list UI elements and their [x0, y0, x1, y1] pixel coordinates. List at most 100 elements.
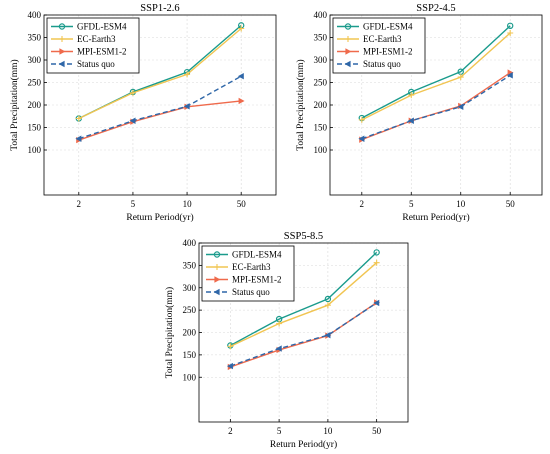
data-point — [227, 343, 234, 350]
legend-marker — [344, 23, 352, 30]
data-point — [358, 116, 365, 123]
series-line — [230, 301, 378, 368]
data-point — [407, 117, 414, 124]
legend-entry: EC-Earth3 — [232, 262, 271, 272]
legend-entry: Status quo — [232, 287, 270, 297]
data-point — [373, 249, 380, 256]
series-line — [230, 262, 378, 348]
y-tick-label: 300 — [28, 55, 42, 65]
x-axis-label: Return Period(yr) — [270, 439, 337, 450]
legend-marker — [214, 264, 220, 270]
series-ec-earth3 — [227, 259, 380, 350]
data-point — [507, 30, 514, 36]
data-point — [373, 299, 380, 307]
chart-title: SSP1-2.6 — [140, 3, 179, 14]
data-point — [129, 117, 136, 124]
legend-marker — [59, 48, 66, 55]
legend-entry: GFDL-ESM4 — [77, 22, 127, 32]
legend-entry: Status quo — [363, 59, 401, 69]
chart-panel-2: 100 150 200 250 300 350 400 2 5 10 50 SSP5-8.5 Retur… — [164, 231, 409, 450]
y-tick-label: 350 — [183, 260, 197, 270]
y-tick-label: 400 — [183, 238, 197, 248]
series-mpi-esm1-2 — [76, 97, 245, 144]
series-line — [230, 251, 378, 347]
legend-marker — [214, 276, 221, 283]
series-line — [78, 75, 242, 140]
x-tick-label: 50 — [372, 426, 382, 436]
series-status-quo — [75, 73, 244, 142]
y-tick-label: 150 — [314, 123, 328, 133]
legend-entry: Status quo — [77, 59, 115, 69]
series-ec-earth3 — [358, 30, 514, 123]
x-axis-label: Return Period(yr) — [402, 212, 469, 223]
y-axis-label: Total Precipitation(mm) — [164, 287, 175, 378]
x-tick-label: 5 — [409, 199, 414, 209]
series-gfdl-esm4 — [227, 249, 380, 349]
x-tick-label: 2 — [77, 199, 82, 209]
x-tick-label: 10 — [456, 199, 466, 209]
series-line — [78, 27, 242, 120]
y-tick-label: 200 — [28, 100, 42, 110]
data-point — [75, 115, 82, 122]
data-point — [129, 89, 136, 96]
x-tick-label: 5 — [277, 426, 282, 436]
data-point — [358, 135, 365, 142]
data-point — [75, 135, 82, 142]
x-tick-label: 10 — [183, 199, 193, 209]
y-tick-label: 400 — [28, 10, 42, 20]
legend-marker — [213, 251, 221, 258]
y-tick-label: 250 — [314, 78, 328, 88]
y-tick-label: 350 — [28, 33, 42, 43]
chart-panel-1: 100 150 200 250 300 350 400 2 5 10 50 SSP2-4.5 Retur… — [295, 3, 543, 223]
legend-entry: MPI-ESM1-2 — [77, 47, 127, 57]
y-axis-label: Total Precipitation(mm) — [9, 59, 20, 150]
chart-title: SSP2-4.5 — [416, 3, 455, 14]
y-tick-label: 300 — [314, 55, 328, 65]
data-point — [183, 103, 190, 110]
y-tick-label: 250 — [28, 78, 42, 88]
y-tick-label: 100 — [28, 145, 42, 155]
chart-panel-0: 100 150 200 250 300 350 400 2 5 10 50 SSP1-2.6 Retur… — [9, 3, 277, 223]
legend-entry: EC-Earth3 — [363, 34, 402, 44]
data-point — [457, 103, 464, 110]
legend-marker — [345, 48, 352, 55]
chart-title: SSP5-8.5 — [284, 231, 323, 242]
legend-entry: MPI-ESM1-2 — [363, 47, 413, 57]
legend: GFDL-ESM4 EC-Earth3 MPI-ESM1-2 Status quo — [46, 17, 140, 74]
legend-entry: GFDL-ESM4 — [363, 22, 413, 32]
series-line — [361, 32, 511, 121]
legend-marker — [345, 36, 351, 42]
y-tick-label: 100 — [183, 372, 197, 382]
legend: GFDL-ESM4 EC-Earth3 MPI-ESM1-2 Status quo — [332, 17, 426, 74]
data-point — [324, 302, 331, 309]
data-point — [408, 92, 415, 99]
y-tick-label: 300 — [183, 283, 197, 293]
x-axis-label: Return Period(yr) — [126, 212, 193, 223]
legend: GFDL-ESM4 EC-Earth3 MPI-ESM1-2 Status quo — [201, 245, 295, 302]
legend-entry: MPI-ESM1-2 — [232, 275, 282, 285]
y-tick-label: 150 — [28, 123, 42, 133]
y-axis-label: Total Precipitation(mm) — [295, 59, 306, 150]
y-tick-label: 200 — [183, 328, 197, 338]
data-point — [238, 97, 245, 105]
y-tick-label: 100 — [314, 145, 328, 155]
series-status-quo — [226, 299, 380, 370]
data-point — [226, 362, 233, 370]
series-status-quo — [358, 72, 513, 142]
data-point — [238, 25, 245, 32]
x-tick-label: 5 — [131, 199, 136, 209]
x-tick-label: 10 — [323, 426, 333, 436]
data-point — [276, 320, 283, 327]
y-tick-label: 250 — [183, 305, 197, 315]
series-line — [361, 74, 511, 140]
x-tick-label: 2 — [228, 426, 233, 436]
series-line — [361, 25, 511, 119]
legend-marker — [344, 60, 351, 68]
series-mpi-esm1-2 — [359, 69, 514, 143]
data-point — [324, 295, 332, 303]
legend-marker — [58, 23, 66, 30]
legend-marker — [58, 60, 65, 68]
series-line — [230, 302, 378, 367]
series-ec-earth3 — [75, 25, 245, 122]
